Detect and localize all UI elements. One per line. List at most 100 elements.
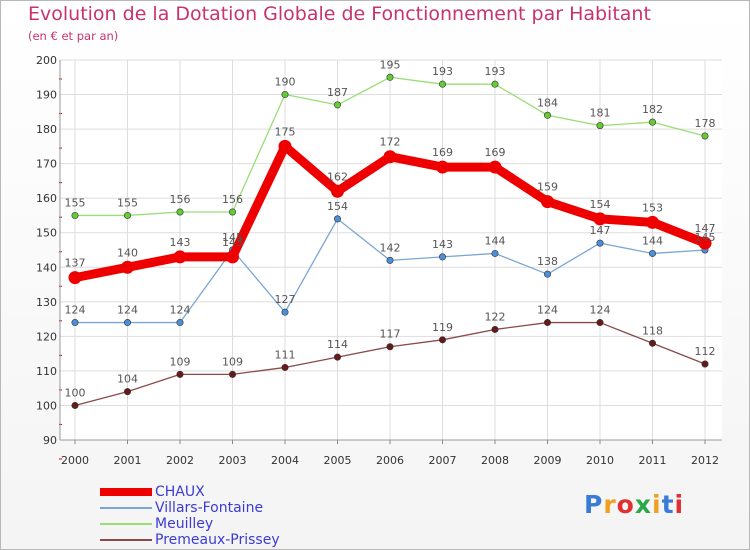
- data-point-chaux: [226, 250, 239, 264]
- data-label-chaux: 143: [170, 236, 191, 249]
- data-point-premeaux-prissey: [543, 319, 551, 327]
- data-point-chaux: [383, 150, 397, 164]
- data-point-meuilley: [124, 211, 132, 219]
- legend-swatch-premeaux-prissey: [100, 539, 152, 541]
- data-point-premeaux-prissey: [386, 343, 394, 351]
- legend-swatch-chaux: [100, 488, 152, 496]
- logo-letter: i: [652, 490, 662, 519]
- x-tick-label: 2004: [271, 454, 299, 467]
- data-point-premeaux-prissey: [596, 319, 604, 327]
- proxiti-logo: Proxiti: [584, 490, 684, 519]
- x-tick-label: 2009: [534, 454, 562, 467]
- data-label-meuilley: 182: [642, 103, 663, 116]
- data-label-villars-fontaine: 124: [65, 304, 86, 317]
- data-label-meuilley: 184: [537, 96, 558, 109]
- data-point-premeaux-prissey: [438, 336, 446, 344]
- x-tick-label: 2002: [166, 454, 194, 467]
- data-label-chaux: 159: [537, 181, 558, 194]
- data-label-villars-fontaine: 143: [432, 238, 453, 251]
- legend-swatch-meuilley: [100, 523, 152, 525]
- x-tick-label: 2000: [61, 454, 89, 467]
- data-label-villars-fontaine: 144: [642, 234, 663, 247]
- data-point-premeaux-prissey: [71, 401, 79, 409]
- data-label-villars-fontaine: 138: [537, 255, 558, 268]
- chart-subtitle: (en € et par an): [28, 29, 119, 43]
- data-point-villars-fontaine: [491, 249, 499, 257]
- data-point-villars-fontaine: [71, 319, 79, 327]
- data-point-chaux: [646, 215, 659, 229]
- data-point-villars-fontaine: [648, 249, 656, 257]
- data-label-premeaux-prissey: 117: [380, 328, 401, 341]
- data-point-villars-fontaine: [438, 253, 446, 261]
- data-label-villars-fontaine: 127: [275, 293, 296, 306]
- data-label-meuilley: 156: [222, 193, 243, 206]
- x-tick-label: 2010: [586, 454, 614, 467]
- data-point-meuilley: [648, 118, 656, 126]
- x-tick-label: 2005: [324, 454, 352, 467]
- data-label-meuilley: 178: [695, 117, 716, 130]
- axes: 90 100 110 120 130 140 150 160 170 180 190 200 2000 2…: [36, 54, 722, 467]
- y-tick-label: 110: [36, 365, 57, 378]
- legend-label-premeaux-prissey: Premeaux-Prissey: [155, 532, 280, 548]
- data-label-villars-fontaine: 145: [695, 231, 716, 244]
- logo-letter: t: [661, 490, 675, 519]
- data-point-premeaux-prissey: [648, 339, 656, 347]
- data-point-meuilley: [491, 80, 499, 88]
- data-label-premeaux-prissey: 100: [65, 386, 86, 399]
- data-point-villars-fontaine: [176, 319, 184, 327]
- data-label-premeaux-prissey: 104: [117, 373, 138, 386]
- y-tick-label: 90: [43, 434, 57, 447]
- data-label-premeaux-prissey: 109: [222, 355, 243, 368]
- y-tick-label: 150: [36, 227, 57, 240]
- data-point-meuilley: [596, 122, 604, 130]
- x-tick-label: 2003: [219, 454, 247, 467]
- y-tick-label: 180: [36, 123, 57, 136]
- data-point-meuilley: [229, 208, 237, 216]
- data-point-chaux: [593, 212, 607, 226]
- legend-label-meuilley: Meuilley: [155, 516, 214, 532]
- y-tick-label: 130: [36, 296, 57, 309]
- data-label-meuilley: 187: [327, 86, 348, 99]
- data-label-chaux: 137: [65, 257, 86, 270]
- data-label-chaux: 172: [380, 136, 401, 149]
- data-point-chaux: [698, 236, 712, 250]
- data-label-meuilley: 195: [380, 58, 401, 71]
- x-tick-label: 2007: [429, 454, 457, 467]
- y-tick-label: 120: [36, 330, 57, 343]
- x-tick-label: 2006: [376, 454, 404, 467]
- data-label-chaux: 154: [590, 198, 611, 211]
- data-label-villars-fontaine: 154: [327, 200, 348, 213]
- data-point-premeaux-prissey: [281, 363, 289, 371]
- data-label-meuilley: 193: [485, 65, 506, 78]
- y-tick-label: 190: [36, 89, 57, 102]
- x-tick-label: 2008: [481, 454, 509, 467]
- data-label-meuilley: 155: [65, 196, 86, 209]
- y-tick-label: 140: [36, 261, 57, 274]
- data-label-villars-fontaine: 144: [485, 234, 506, 247]
- grid: [60, 59, 722, 441]
- data-label-meuilley: 193: [432, 65, 453, 78]
- data-label-meuilley: 155: [117, 196, 138, 209]
- logo-letter: x: [634, 490, 652, 519]
- data-point-premeaux-prissey: [333, 353, 341, 361]
- data-point-meuilley: [438, 80, 446, 88]
- data-point-meuilley: [701, 132, 709, 140]
- data-point-chaux: [278, 139, 292, 153]
- data-point-premeaux-prissey: [124, 388, 132, 396]
- data-label-chaux: 153: [642, 201, 663, 214]
- plot-area: [60, 60, 722, 440]
- data-point-premeaux-prissey: [176, 370, 184, 378]
- data-label-chaux: 169: [432, 146, 453, 159]
- data-point-premeaux-prissey: [491, 325, 499, 333]
- data-label-villars-fontaine: 147: [590, 224, 611, 237]
- y-tick-label: 160: [36, 192, 57, 205]
- x-tick-label: 2001: [114, 454, 142, 467]
- data-point-villars-fontaine: [281, 308, 289, 316]
- data-label-premeaux-prissey: 109: [170, 355, 191, 368]
- data-point-villars-fontaine: [596, 239, 604, 247]
- chart-title: Evolution de la Dotation Globale de Fonc…: [28, 3, 651, 25]
- data-point-chaux: [173, 250, 187, 264]
- data-point-meuilley: [543, 111, 551, 119]
- data-label-meuilley: 181: [590, 107, 611, 120]
